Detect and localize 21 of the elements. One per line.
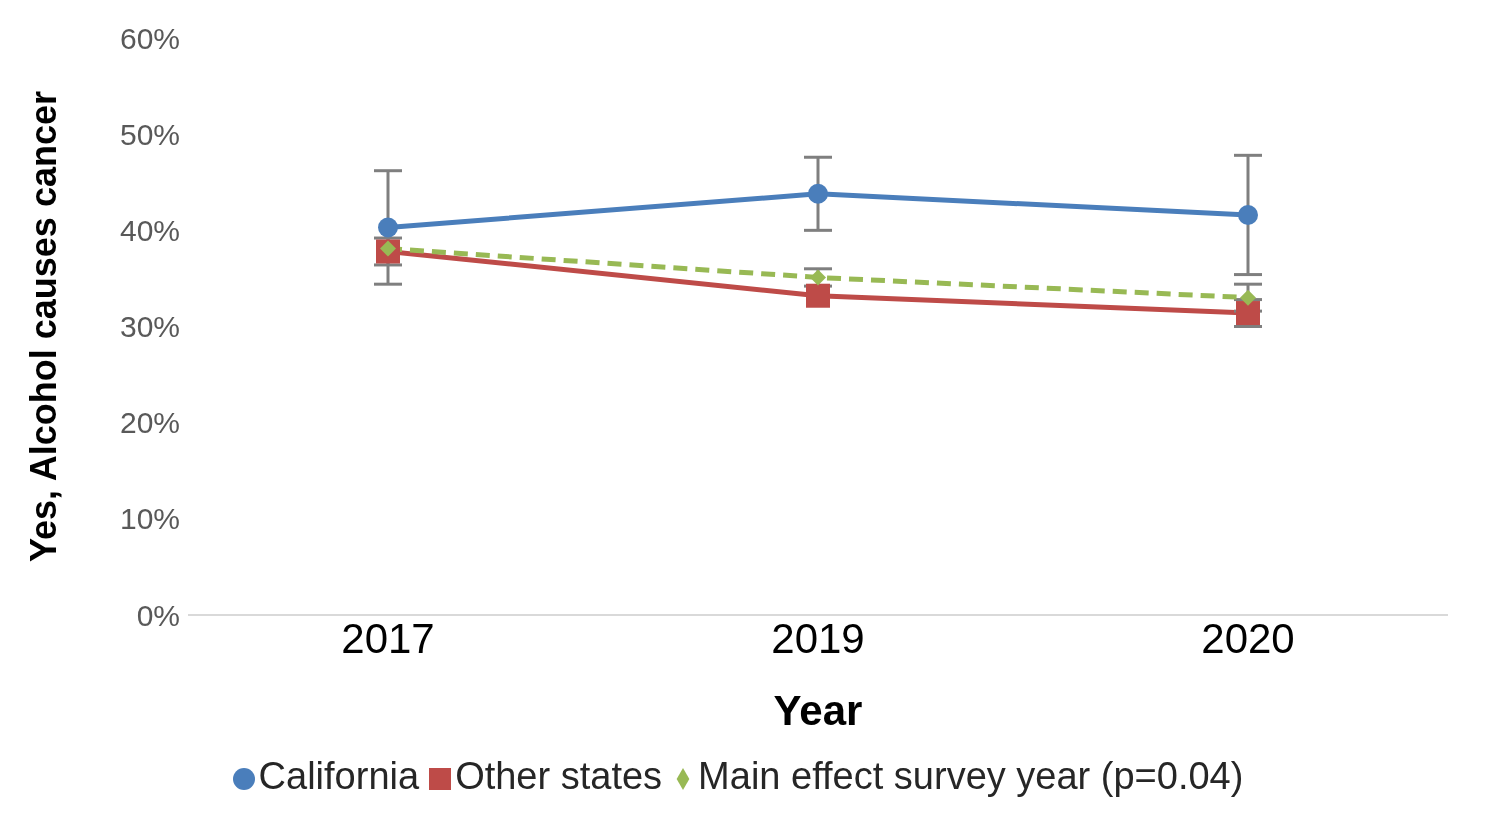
point: [806, 283, 830, 308]
point: [378, 217, 398, 238]
legend-label: California: [258, 755, 420, 797]
y-tick-label: 40%: [119, 213, 180, 247]
y-axis-title: Yes, Alcohol causes cancer: [22, 91, 64, 562]
y-tick-label: 30%: [119, 310, 180, 344]
y-tick-label: 60%: [119, 21, 180, 55]
point: [810, 269, 826, 286]
x-tick-label: 2020: [1201, 614, 1295, 662]
x-tick-label: 2019: [771, 614, 865, 662]
y-tick-label: 50%: [119, 117, 180, 151]
y-tick-label: 10%: [119, 502, 180, 536]
y-tick-label: 0%: [136, 598, 180, 632]
point: [1238, 204, 1258, 225]
point: [1240, 289, 1256, 306]
legend-label: Other states: [455, 755, 663, 797]
x-axis-title: Year: [773, 687, 863, 734]
point: [808, 183, 828, 204]
y-tick-label: 20%: [119, 406, 180, 440]
x-tick-label: 2017: [341, 614, 435, 662]
legend-label: Main effect survey year (p=0.04): [698, 755, 1244, 797]
